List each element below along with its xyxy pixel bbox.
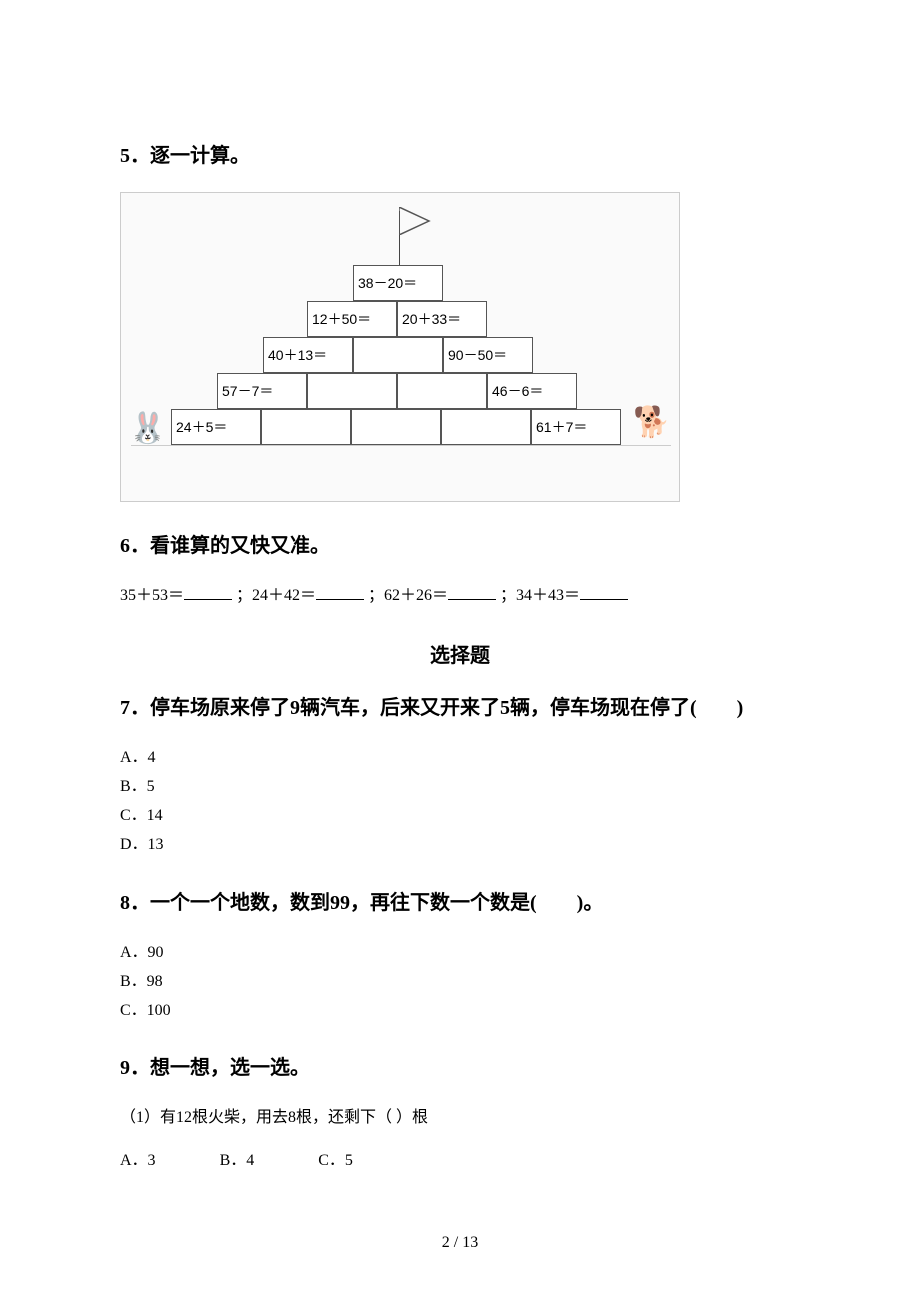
- q6-part: 35＋53＝: [120, 587, 184, 604]
- pyramid-cell: 12＋50＝: [307, 301, 397, 337]
- q9-opt-b: B．4: [220, 1147, 255, 1176]
- q9-title: 9．想一想，选一选。: [120, 1052, 800, 1084]
- q7-opt-b: B．5: [120, 773, 800, 800]
- q8-opt-c: C．100: [120, 997, 800, 1024]
- q7-opt-d: D．13: [120, 831, 800, 858]
- pyramid-cell: 24＋5＝: [171, 409, 261, 445]
- pyramid-cell: 20＋33＝: [397, 301, 487, 337]
- q5-diagram: 38－20＝ 12＋50＝ 20＋33＝ 40＋13＝ 90－50＝ 57－7＝…: [120, 192, 680, 502]
- q5-title: 5．逐一计算。: [120, 140, 800, 172]
- q8-opt-b: B．98: [120, 968, 800, 995]
- dog-icon: 🐕: [633, 405, 670, 440]
- q7-opt-a: A．4: [120, 744, 800, 771]
- q6-part: ；62＋26＝: [368, 587, 448, 604]
- q7-title: 7．停车场原来停了9辆汽车，后来又开来了5辆，停车场现在停了( ): [120, 692, 800, 724]
- rabbit-icon: 🐰: [129, 411, 166, 446]
- q7-opt-c: C．14: [120, 802, 800, 829]
- q7-options: A．4 B．5 C．14 D．13: [120, 744, 800, 859]
- pyramid-cell: 90－50＝: [443, 337, 533, 373]
- blank: [184, 582, 232, 600]
- pyramid-cell: 61＋7＝: [531, 409, 621, 445]
- pyramid-cell: 46－6＝: [487, 373, 577, 409]
- pyramid-cell: [261, 409, 351, 445]
- q9-sub: （1）有12根火柴，用去8根，还剩下（ ）根: [120, 1104, 800, 1133]
- section-choice-title: 选择题: [120, 639, 800, 668]
- q9-options: A．3 B．4 C．5: [120, 1147, 800, 1176]
- pyramid-cell: 40＋13＝: [263, 337, 353, 373]
- q8-opt-a: A．90: [120, 939, 800, 966]
- pyramid-cell: 57－7＝: [217, 373, 307, 409]
- q6-part: ；34＋43＝: [500, 587, 580, 604]
- q9-opt-a: A．3: [120, 1147, 156, 1176]
- ground-line: [131, 445, 671, 446]
- blank: [580, 582, 628, 600]
- q8-title: 8．一个一个地数，数到99，再往下数一个数是( )。: [120, 887, 800, 919]
- q6-body: 35＋53＝ ；24＋42＝ ；62＋26＝ ；34＋43＝: [120, 582, 800, 611]
- q9-opt-c: C．5: [318, 1147, 353, 1176]
- q6-title: 6．看谁算的又快又准。: [120, 530, 800, 562]
- pyramid-cell: [351, 409, 441, 445]
- pyramid-cell: [307, 373, 397, 409]
- flag-icon: [399, 207, 433, 235]
- pyramid-cell: [441, 409, 531, 445]
- blank: [316, 582, 364, 600]
- q8-options: A．90 B．98 C．100: [120, 939, 800, 1025]
- page-number: 2 / 13: [0, 1234, 920, 1252]
- pyramid-cell: 38－20＝: [353, 265, 443, 301]
- q6-part: ；24＋42＝: [236, 587, 316, 604]
- blank: [448, 582, 496, 600]
- pyramid-cell: [397, 373, 487, 409]
- pyramid-cell: [353, 337, 443, 373]
